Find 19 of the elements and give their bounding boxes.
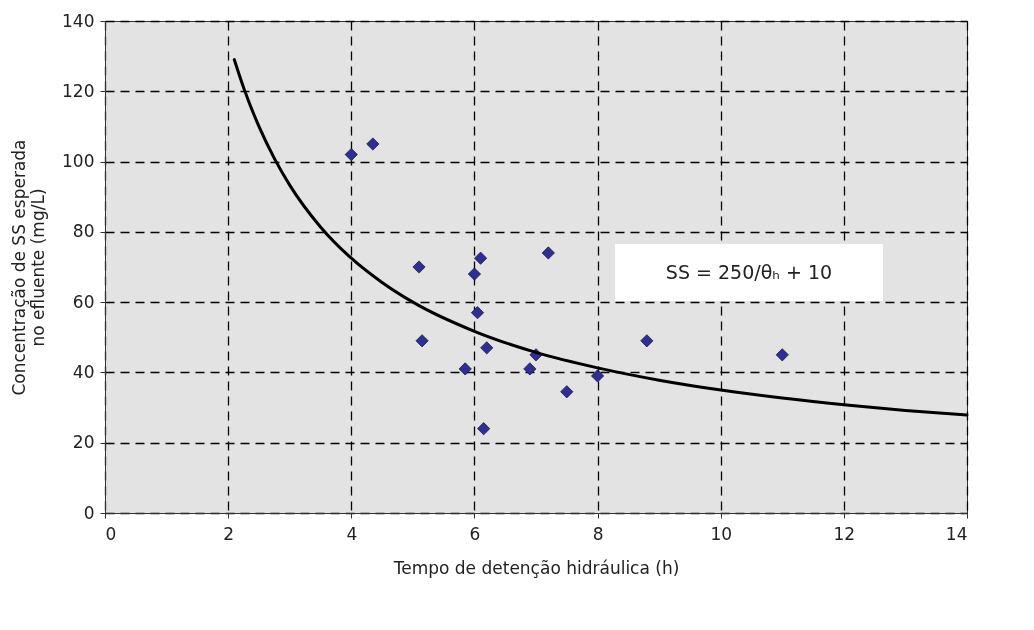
x-tick-label: 4 [346,523,358,544]
y-tick-label: 0 [83,502,95,523]
x-tick-label: 6 [469,523,481,544]
x-tick-label: 14 [945,523,968,544]
y-axis-title: Concentração de SS esperada no efluente (mg/L) [9,139,49,396]
y-tick-label: 20 [72,432,95,453]
x-tick-label: 0 [105,523,117,544]
x-axis-title: Tempo de detenção hidráulica (h) [392,557,680,578]
y-tick-label: 100 [62,151,95,172]
y-tick-label: 40 [72,361,95,382]
y-tick-label: 80 [72,221,95,242]
x-tick-label: 10 [710,523,733,544]
y-tick-label: 60 [72,291,95,312]
text: SS = 250/θₕ + 10 [665,261,833,283]
y-tick-label: 120 [62,80,95,101]
x-tick-label: 12 [833,523,856,544]
x-tick-label: 2 [223,523,235,544]
y-tick-label: 140 [62,10,95,31]
x-tick-label: 8 [592,523,604,544]
